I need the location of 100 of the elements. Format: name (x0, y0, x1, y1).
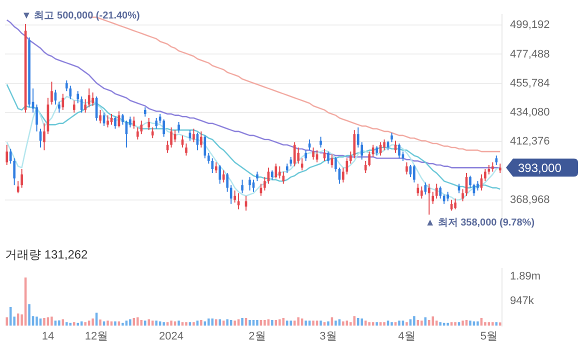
bar (428, 320, 430, 326)
bar (215, 319, 218, 326)
candlestick (413, 164, 416, 183)
candlestick (476, 180, 479, 191)
bar (92, 318, 94, 326)
candlestick (144, 106, 146, 118)
x-tick-label: 14 (42, 330, 54, 342)
bar (383, 322, 386, 326)
candlestick (342, 167, 344, 183)
bar (36, 316, 38, 326)
x-tick-label: 12월 (84, 330, 108, 342)
candlestick (428, 183, 430, 216)
candlestick (43, 122, 46, 151)
bar (136, 317, 139, 326)
bar (58, 320, 60, 326)
bar (454, 322, 456, 326)
candlestick (360, 142, 364, 160)
candlestick (140, 120, 143, 135)
candlestick (435, 183, 438, 200)
bar (192, 322, 195, 326)
bar (226, 319, 228, 326)
candlestick (99, 109, 102, 124)
bar (234, 320, 236, 326)
bar (50, 316, 53, 326)
candlestick (211, 158, 214, 174)
bar (334, 320, 337, 326)
candlestick (420, 186, 423, 200)
bar (446, 322, 449, 326)
candlestick (237, 192, 240, 210)
bar (312, 320, 314, 326)
candlestick (368, 151, 370, 167)
bar (129, 319, 132, 326)
candlestick (286, 163, 288, 174)
bar (439, 322, 442, 326)
candlestick (304, 150, 307, 162)
bar (492, 322, 494, 326)
candlestick (58, 101, 60, 114)
candlestick (222, 170, 225, 183)
candlestick (200, 130, 202, 148)
candlestick (76, 90, 80, 104)
annotation: ▲ 최저 358,000 (9.78%) (425, 217, 535, 228)
y-tick-label: 947k (510, 295, 534, 308)
x-tick-label: 4월 (398, 330, 416, 342)
candlestick (114, 116, 116, 130)
candlestick (271, 170, 274, 180)
bar (462, 320, 464, 326)
candlestick (256, 171, 258, 182)
candlestick (13, 158, 16, 186)
bar (155, 320, 158, 326)
bar (6, 317, 8, 326)
candlestick (312, 147, 314, 160)
candlestick (320, 136, 322, 148)
candlestick (66, 80, 68, 92)
annotation: ▼ 최고 500,000 (-21.40%) (22, 10, 140, 22)
candlestick (398, 142, 400, 159)
candlestick (218, 164, 222, 184)
candlestick (234, 190, 236, 204)
bar (256, 320, 258, 326)
bar (476, 321, 479, 326)
candlestick (148, 117, 150, 131)
bar (484, 322, 486, 326)
bar (278, 319, 281, 326)
bar (376, 322, 378, 326)
bar (99, 320, 102, 326)
bar (469, 320, 472, 326)
candlestick (162, 118, 165, 138)
bar (178, 320, 180, 326)
x-tick-label: 3월 (320, 330, 337, 342)
bar (368, 322, 370, 326)
bar (360, 318, 363, 326)
candlestick (264, 176, 266, 191)
candlestick (446, 191, 449, 202)
bar (148, 319, 150, 326)
bar (122, 322, 124, 326)
bar (390, 322, 393, 326)
bar (248, 320, 251, 326)
candlestick (208, 152, 210, 164)
candlestick (80, 96, 83, 114)
x-tick-label: 2024 (159, 330, 184, 342)
bar (84, 322, 86, 326)
candlestick (469, 175, 472, 188)
candlestick (353, 130, 356, 159)
bar (357, 318, 360, 326)
candlestick (383, 138, 386, 151)
candlestick (92, 92, 94, 106)
text: 393,000 (518, 160, 562, 175)
candlestick (495, 155, 498, 166)
bar (320, 320, 322, 326)
candlestick (390, 132, 393, 143)
candlestick (84, 98, 86, 114)
bar (499, 322, 502, 326)
bar (327, 321, 330, 326)
candlestick (454, 198, 456, 210)
candlestick (278, 166, 281, 179)
candlestick (406, 162, 408, 175)
bar (342, 321, 344, 326)
y-tick-label: 499,192 (510, 19, 550, 32)
bar (170, 320, 172, 326)
candlestick (106, 114, 109, 128)
candlestick (498, 163, 502, 174)
